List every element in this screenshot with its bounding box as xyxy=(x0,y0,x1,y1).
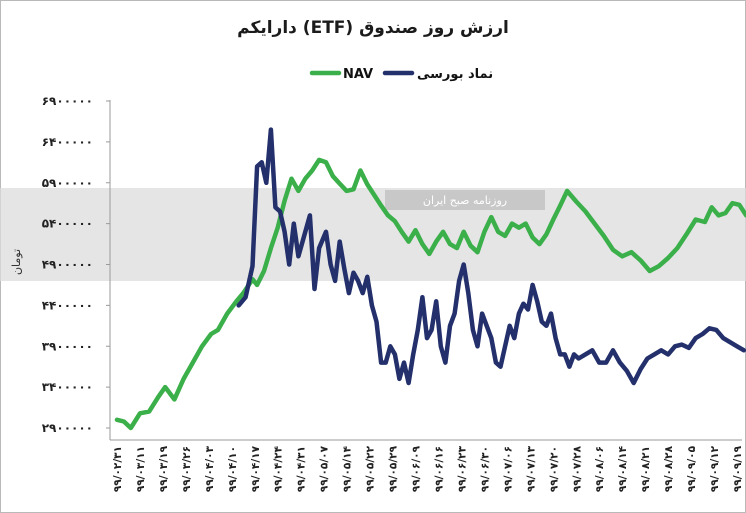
x-tick-label: ۹۹/۰۵/۲۲ xyxy=(365,445,377,492)
x-tick-label: ۹۹/۰۷/۲۸ xyxy=(571,445,583,492)
chart-title: ارزش روز صندوق (ETF) دارایکم xyxy=(237,18,509,38)
x-tick-label: ۹۹/۰۵/۱۴ xyxy=(342,445,354,492)
x-tick-label: ۹۹/۰۹/۰۵ xyxy=(686,445,698,492)
x-tick-label: ۹۹/۰۸/۲۸ xyxy=(663,445,675,492)
legend-label: NAV xyxy=(343,67,373,82)
x-tick-label: ۹۹/۰۹/۱۹ xyxy=(732,445,744,492)
x-tick-label: ۹۹/۰۵/۰۷ xyxy=(319,445,331,492)
watermark-band xyxy=(0,188,746,281)
x-tick-label: ۹۹/۰۸/۲۱ xyxy=(640,446,652,492)
x-tick-label: ۹۹/۰۵/۲۹ xyxy=(388,445,400,492)
legend-label: نماد بورسی xyxy=(417,67,493,82)
x-tick-label: ۹۹/۰۶/۲۳ xyxy=(456,445,468,492)
y-tick-label: ۳۴۰۰۰۰۰ xyxy=(42,380,93,394)
x-tick-label: ۹۹/۰۶/۳۰ xyxy=(479,446,491,492)
series-line-symbol xyxy=(236,127,746,386)
x-tick-label: ۹۹/۰۳/۲۶ xyxy=(181,446,193,492)
x-tick-label: ۹۹/۰۲/۳۱ xyxy=(112,446,124,492)
y-tick-label: ۴۹۰۰۰۰۰ xyxy=(42,258,93,272)
x-tick-label: ۹۹/۰۷/۰۶ xyxy=(502,446,514,492)
watermark-label-bg xyxy=(385,190,545,210)
x-tick-label: ۹۹/۰۳/۱۹ xyxy=(158,445,170,492)
x-tick-label: ۹۹/۰۴/۱۰ xyxy=(227,446,239,492)
x-tick-label: ۹۹/۰۸/۱۴ xyxy=(617,445,629,492)
y-tick-label: ۵۹۰۰۰۰۰ xyxy=(42,176,93,190)
x-tick-label: ۹۹/۰۳/۱۱ xyxy=(135,446,147,492)
x-tick-label: ۹۹/۰۸/۰۶ xyxy=(594,446,606,492)
x-tick-label: ۹۹/۰۴/۱۷ xyxy=(250,445,262,492)
y-tick-label: ۶۴۰۰۰۰۰ xyxy=(42,135,93,149)
y-tick-label: ۵۴۰۰۰۰۰ xyxy=(42,217,93,231)
y-tick-label: ۶۹۰۰۰۰۰ xyxy=(42,94,93,108)
x-tick-label: ۹۹/۰۴/۲۴ xyxy=(273,445,285,492)
series-line-nav xyxy=(114,157,746,431)
x-tick-label: ۹۹/۰۴/۳۱ xyxy=(296,446,308,492)
y-axis-title: تومان xyxy=(10,249,23,275)
x-tick-label: ۹۹/۰۶/۱۶ xyxy=(433,446,445,492)
watermark-label: روزنامه صبح ایران xyxy=(423,194,507,207)
y-tick-label: ۲۹۰۰۰۰۰ xyxy=(42,421,93,435)
x-tick-label: ۹۹/۰۷/۱۳ xyxy=(525,445,537,492)
x-tick-label: ۹۹/۰۷/۲۰ xyxy=(548,446,560,492)
x-tick-label: ۹۹/۰۹/۱۲ xyxy=(709,445,721,492)
y-tick-label: ۳۹۰۰۰۰۰ xyxy=(42,339,93,353)
x-tick-label: ۹۹/۰۴/۰۳ xyxy=(204,445,216,492)
x-tick-label: ۹۹/۰۶/۰۹ xyxy=(411,445,423,492)
y-tick-label: ۴۴۰۰۰۰۰ xyxy=(42,298,93,312)
